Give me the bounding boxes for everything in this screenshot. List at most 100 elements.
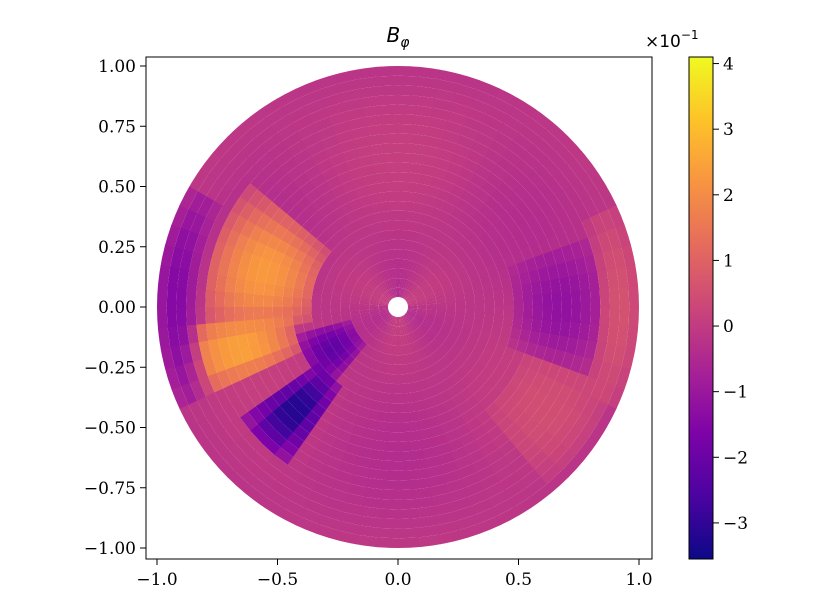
heatmap-cell [225,229,241,249]
heatmap-cell [611,245,626,269]
heatmap-cell [253,281,266,296]
heatmap-cell [360,312,371,318]
heatmap-cell [597,269,610,290]
heatmap-cell [257,177,276,197]
heatmap-cell [524,383,541,401]
heatmap-cell [223,384,240,405]
heatmap-cell [281,181,299,199]
heatmap-cell [244,280,256,296]
heatmap-cell [431,362,443,374]
heatmap-cell [560,243,575,263]
heatmap-cell [413,290,424,298]
heatmap-cell [370,327,380,337]
heatmap-cell [266,364,282,380]
heatmap-cell [589,190,608,214]
heatmap-cell [298,441,317,458]
heatmap-cell [432,320,444,328]
heatmap-cell [556,383,574,404]
heatmap-cell [399,325,404,336]
heatmap-cell [554,228,571,248]
heatmap-cell [380,311,390,317]
heatmap-cell [234,307,245,323]
heatmap-cell [587,270,600,291]
heatmap-cell [593,341,608,362]
heatmap-cell [501,383,517,400]
heatmap-cell [363,428,377,441]
heatmap-cell [452,283,464,293]
heatmap-cell [390,383,399,394]
heatmap-cell [546,332,560,350]
heatmap-cell [282,307,293,318]
heatmap-cell [540,318,552,334]
heatmap-cell [386,431,399,442]
heatmap-cell [257,418,276,438]
heatmap-cell [509,326,522,340]
heatmap-cell [426,465,444,478]
heatmap-cell [301,314,313,325]
heatmap-cell [456,335,469,346]
y-tick-label: 0.00 [98,298,136,318]
heatmap-cell [405,294,414,302]
heatmap-cell [434,255,446,267]
heatmap-cell [479,440,499,458]
heatmap-cell [605,226,622,250]
heatmap-cell [334,326,346,336]
heatmap-cell [184,166,209,193]
heatmap-cell [498,122,520,142]
heatmap-cell [478,123,500,141]
heatmap-cell [520,417,539,437]
heatmap-cell [299,89,323,107]
heatmap-cell [345,442,362,457]
heatmap-cell [476,336,489,348]
heatmap-cell [224,470,251,497]
heatmap-cell [359,164,375,177]
heatmap-cell [247,207,264,226]
heatmap-cell [417,243,427,255]
heatmap-cell [349,126,368,140]
heatmap-cell [410,221,421,233]
heatmap-cell [579,355,594,377]
heatmap-cell [378,307,389,311]
heatmap-cell [350,334,362,345]
heatmap-cell [308,173,326,189]
heatmap-cell [373,340,382,351]
heatmap-cell [358,86,380,99]
heatmap-cell [345,327,357,337]
heatmap-cell [421,368,431,380]
heatmap-cell [322,506,345,522]
heatmap-cell [398,412,409,423]
heatmap-cell [514,363,530,380]
heatmap-cell [320,409,336,425]
heatmap-cell [440,460,459,475]
heatmap-cell [379,310,390,316]
heatmap-cell [397,143,413,154]
heatmap-cell [434,334,446,345]
heatmap-cell [407,309,417,314]
heatmap-cell [537,358,553,377]
heatmap-cell [311,362,325,376]
colorbar-multiplier-exponent: −1 [681,28,699,42]
heatmap-cell [275,239,290,255]
heatmap-cell [296,473,318,491]
heatmap-cell [434,269,446,280]
heatmap-cell [472,89,496,107]
heatmap-cell [449,101,471,117]
heatmap-cell [205,179,225,202]
heatmap-cell [410,449,426,461]
heatmap-cell [498,355,512,370]
heatmap-cell [286,140,307,158]
heatmap-cell [530,188,549,208]
heatmap-cell [516,217,532,235]
heatmap-cell [360,293,371,300]
heatmap-cell [455,306,466,313]
heatmap-cell [398,441,412,452]
heatmap-cell [166,286,178,309]
heatmap-cell [323,375,337,389]
heatmap-cell [394,335,399,346]
heatmap-cell [252,241,267,259]
heatmap-cell [465,417,482,433]
heatmap-cell [513,183,531,202]
heatmap-cell [546,232,562,251]
heatmap-cell [416,301,427,306]
heatmap-cell [249,170,269,190]
